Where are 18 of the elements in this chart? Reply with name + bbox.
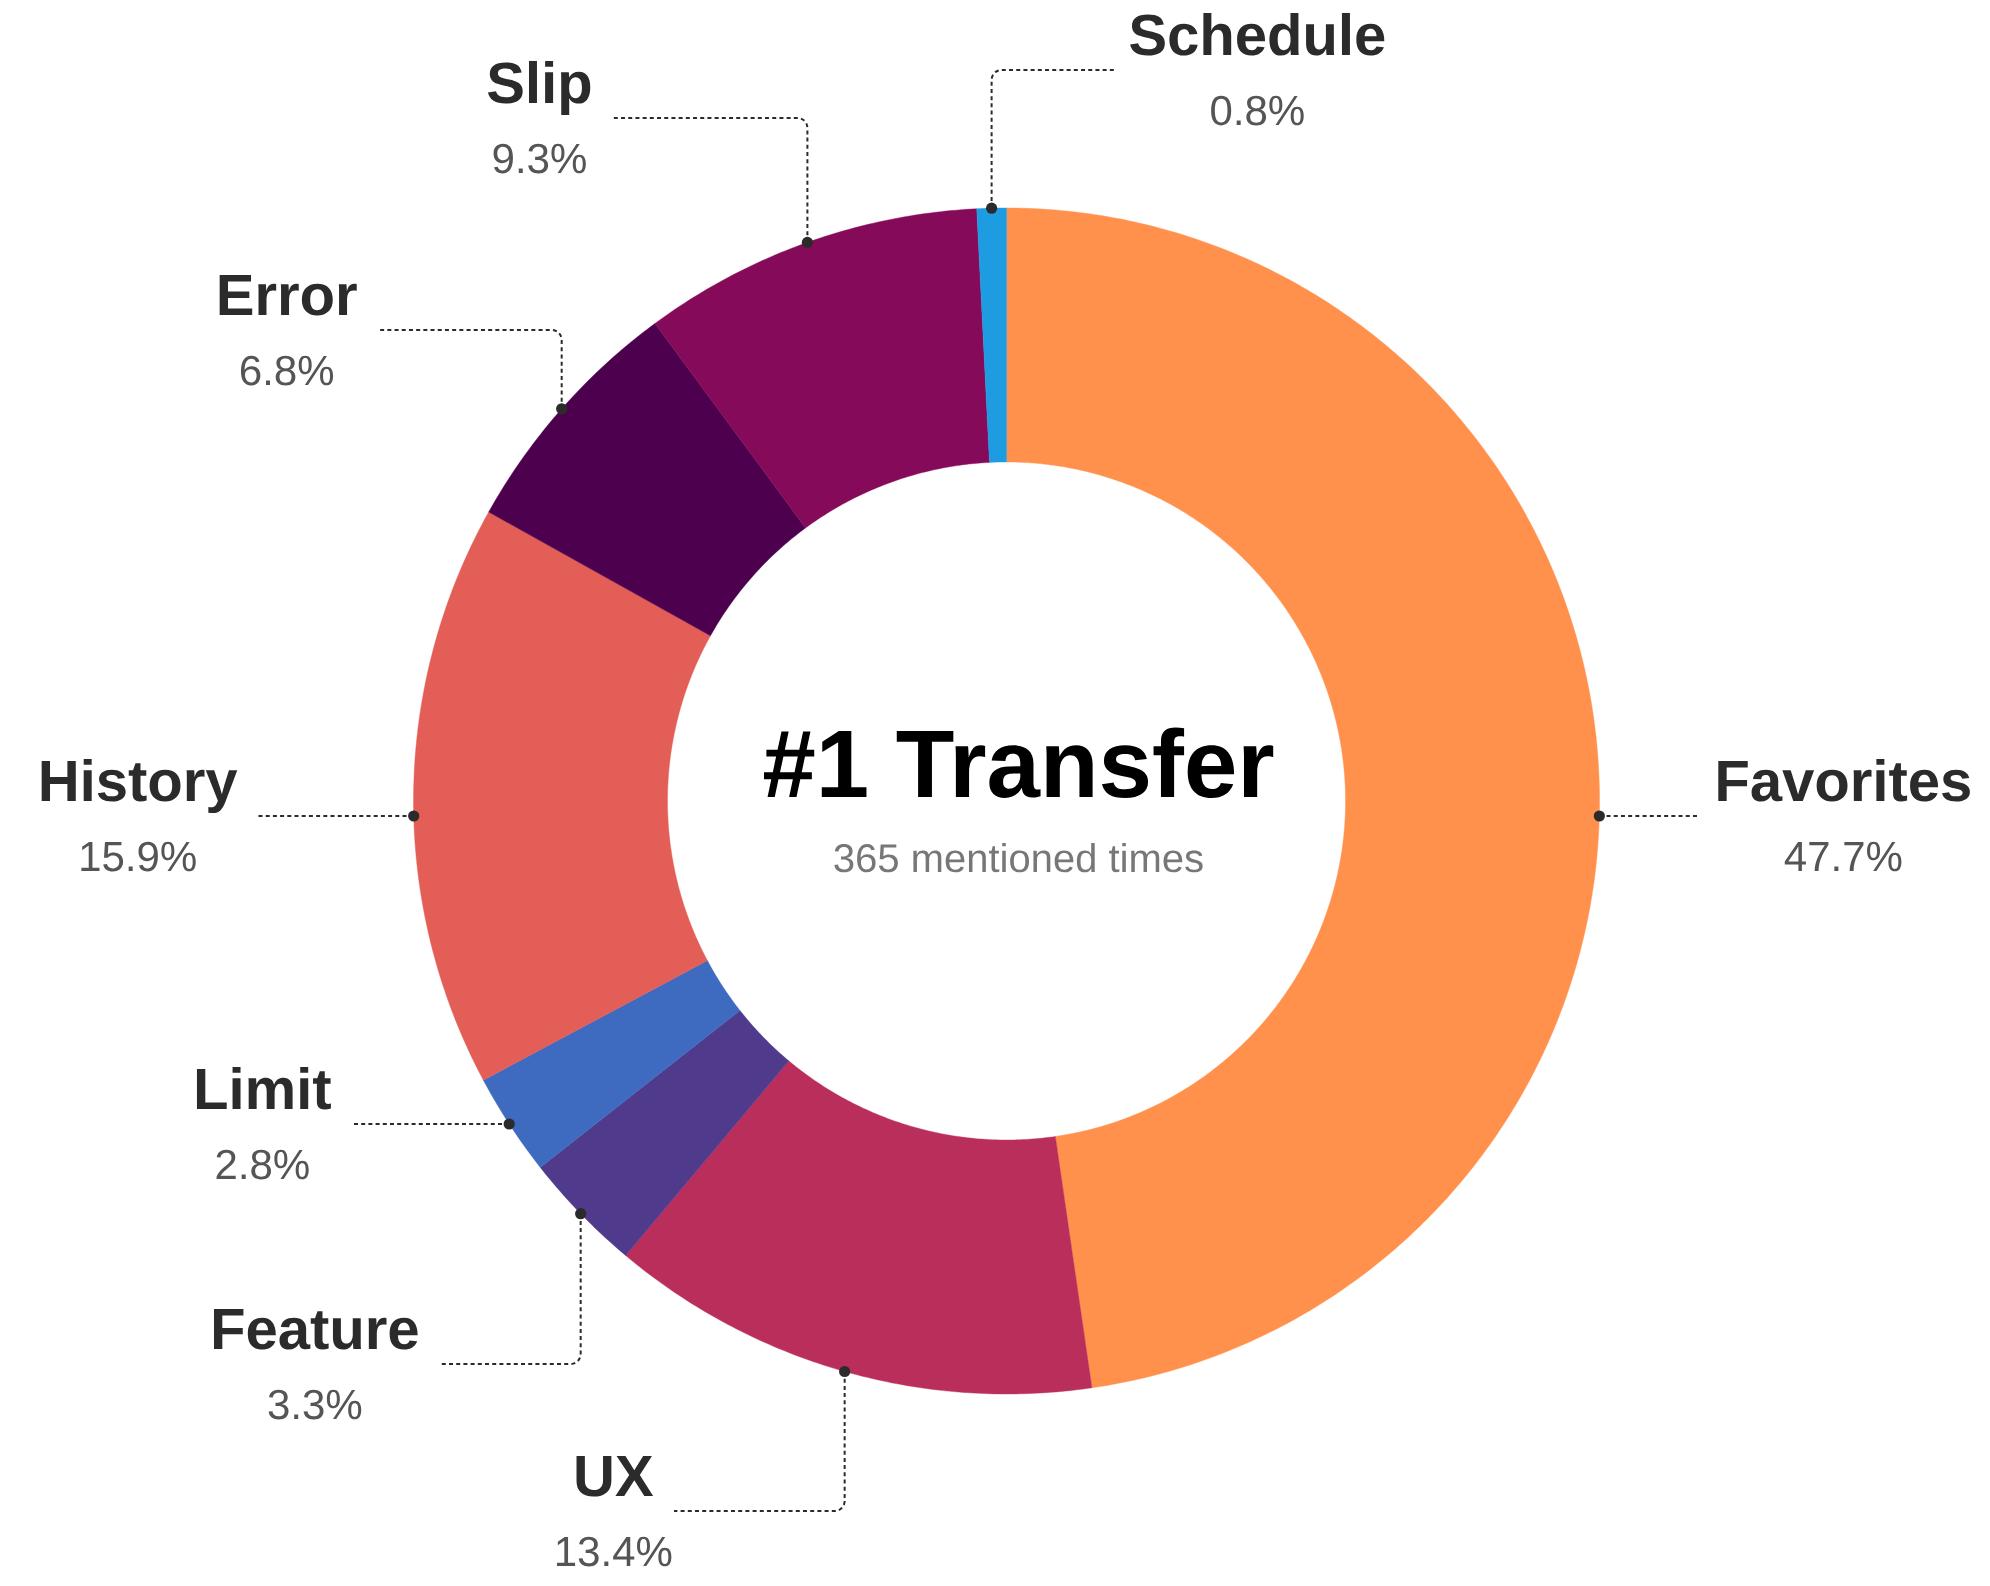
data-label: 47.7% [1784, 841, 1902, 872]
text: #1 Transfer [764, 727, 1274, 798]
slice-label: Feature [213, 1309, 418, 1350]
slice-label: Limit [196, 1066, 331, 1110]
slice-label: Slip [487, 60, 591, 116]
data-label: 0.8% [1211, 95, 1304, 126]
slice-label: History [41, 758, 238, 814]
data-label: 2.8% [216, 1149, 309, 1180]
data-label: 6.8% [240, 355, 334, 386]
slice-label: Error [219, 275, 357, 316]
slice-label: Favorites [1718, 758, 1970, 802]
data-label: 3.3% [268, 1389, 362, 1420]
data-label: 15.9% [81, 841, 196, 872]
data-label: 13.4% [556, 1536, 672, 1567]
slice-label: UX [576, 1456, 654, 1497]
text: 365 mentioned times [834, 843, 1203, 873]
slice-label: Schedule [1130, 12, 1385, 56]
data-label: 9.3% [493, 143, 586, 174]
